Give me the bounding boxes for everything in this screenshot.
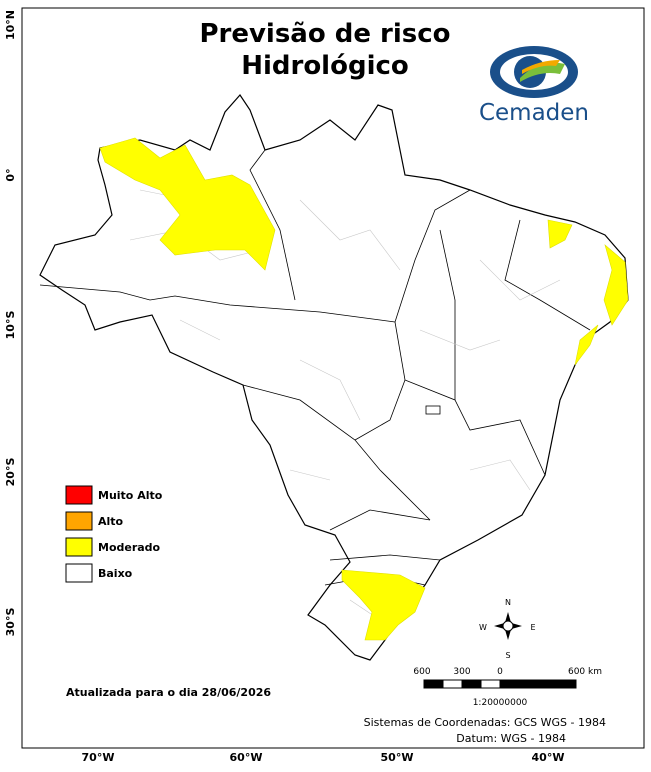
legend-label: Baixo	[98, 567, 133, 580]
scale-label: 600 km	[568, 667, 602, 677]
scale-labels: 600 300 0 600 km	[413, 667, 602, 677]
title-line: Hidrológico	[241, 51, 409, 81]
longitude-labels: 70°W 60°W 50°W 40°W	[82, 751, 565, 764]
legend-swatch	[65, 485, 93, 505]
longitude-label: 70°W	[82, 751, 115, 764]
longitude-label: 60°W	[230, 751, 263, 764]
legend-label: Muito Alto	[98, 489, 163, 502]
legend-swatch	[65, 537, 93, 557]
latitude-label: 0°	[4, 168, 17, 181]
update-note: Atualizada para o dia 28/06/2026	[66, 686, 271, 699]
title-line: Previsão de risco	[199, 19, 450, 49]
legend-label: Moderado	[98, 541, 161, 554]
moderate-risk-area	[99, 137, 629, 641]
compass	[494, 612, 522, 640]
legend-swatch	[65, 511, 93, 531]
latitude-label: 10°N	[4, 10, 17, 40]
state-borders	[39, 149, 591, 586]
legend-label: Alto	[98, 515, 124, 528]
latitude-label: 20°S	[4, 458, 17, 487]
compass-w: W	[479, 623, 487, 632]
latitude-labels: 10°N 0° 10°S 20°S 30°S	[4, 10, 17, 636]
scale-label: 600	[413, 667, 430, 677]
latitude-label: 10°S	[4, 311, 17, 340]
compass-n: N	[505, 598, 511, 607]
latitude-label: 30°S	[4, 608, 17, 637]
scale-ratio: 1:20000000	[473, 698, 528, 708]
map-frame	[21, 7, 645, 749]
compass-s: S	[505, 651, 510, 660]
compass-e: E	[530, 623, 535, 632]
legend: Muito Alto Alto Moderado Baixo	[65, 485, 163, 583]
logo-text: Cemaden	[479, 100, 589, 126]
legend-swatch	[65, 563, 93, 583]
longitude-label: 40°W	[532, 751, 565, 764]
longitude-label: 50°W	[381, 751, 414, 764]
crs-note: Sistemas de Coordenadas: GCS WGS - 1984	[364, 716, 606, 729]
scale-label: 300	[453, 667, 470, 677]
scale-bar	[423, 679, 577, 689]
datum-note: Datum: WGS - 1984	[456, 732, 566, 745]
scale-label: 0	[497, 667, 503, 677]
logo-mark	[490, 46, 578, 98]
